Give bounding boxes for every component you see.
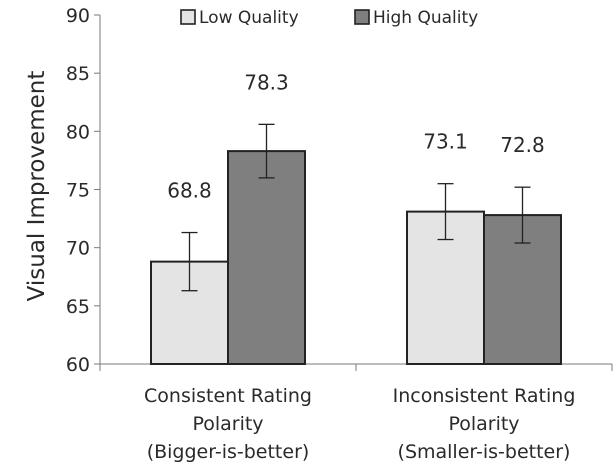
data-label: 73.1 xyxy=(423,130,468,154)
x-category-label: (Smaller-is-better) xyxy=(398,441,571,463)
x-category-label: Consistent Rating xyxy=(144,385,312,407)
y-tick-label: 60 xyxy=(66,354,90,376)
y-tick-label: 80 xyxy=(66,121,90,143)
y-tick-label: 75 xyxy=(66,180,90,202)
x-category-label: Polarity xyxy=(192,413,263,435)
legend-swatch-high-quality xyxy=(354,9,370,25)
data-label: 78.3 xyxy=(244,70,289,94)
y-tick-label: 90 xyxy=(66,5,90,27)
legend-swatch-low-quality xyxy=(180,9,196,25)
x-category-label: Inconsistent Rating xyxy=(393,385,576,407)
y-axis-label: Visual Improvement xyxy=(24,71,50,302)
legend: Low Quality High Quality xyxy=(180,8,478,28)
data-label: 72.8 xyxy=(500,133,545,157)
x-category-label: Polarity xyxy=(448,413,519,435)
bar xyxy=(227,150,306,365)
y-tick-label: 65 xyxy=(66,296,90,318)
data-label: 68.8 xyxy=(167,179,212,203)
y-tick-label: 70 xyxy=(66,238,90,260)
x-category-label: (Bigger-is-better) xyxy=(147,441,310,463)
y-tick-label: 85 xyxy=(66,63,90,85)
legend-label-high-quality: High Quality xyxy=(373,8,478,28)
legend-label-low-quality: Low Quality xyxy=(199,8,299,28)
